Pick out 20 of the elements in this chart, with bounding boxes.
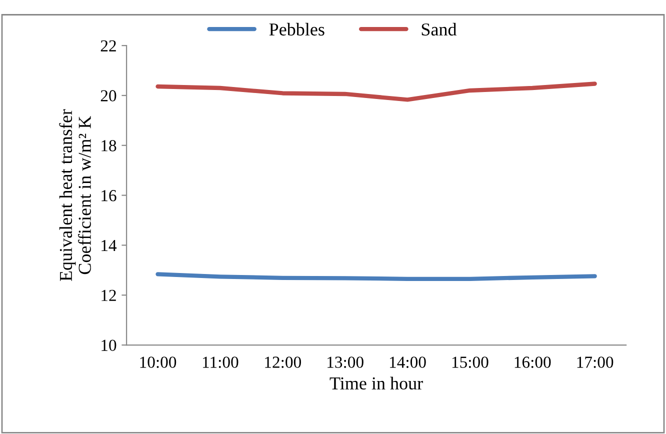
x-tick-label: 12:00 [265, 356, 301, 368]
y-tick-label: 12 [102, 290, 116, 301]
x-tick-label: 14:00 [390, 356, 426, 368]
y-tick-label: 20 [100, 90, 116, 102]
y-tick-label: 14 [102, 240, 117, 251]
y-tick-label: 22 [100, 40, 116, 52]
x-tick-label: 13:00 [328, 356, 364, 368]
x-tick-label: 11:00 [202, 356, 238, 368]
y-tick-label: 10 [102, 340, 116, 351]
legend-label: Pebbles [269, 22, 324, 36]
x-tick-label: 15:00 [452, 356, 488, 368]
y-tick-label: 16 [102, 190, 116, 202]
legend-label: Sand [422, 22, 457, 36]
x-tick-label: 17:00 [577, 356, 614, 368]
y-tick-label: 18 [102, 140, 116, 152]
y-axis-title: Equivalent heat transfer Coefficient in w/m² K [59, 109, 91, 282]
x-tick-label: 10:00 [140, 356, 176, 368]
x-axis-title: Time in hour [330, 376, 423, 390]
x-tick-label: 16:00 [514, 356, 551, 368]
line-series [156, 82, 597, 102]
